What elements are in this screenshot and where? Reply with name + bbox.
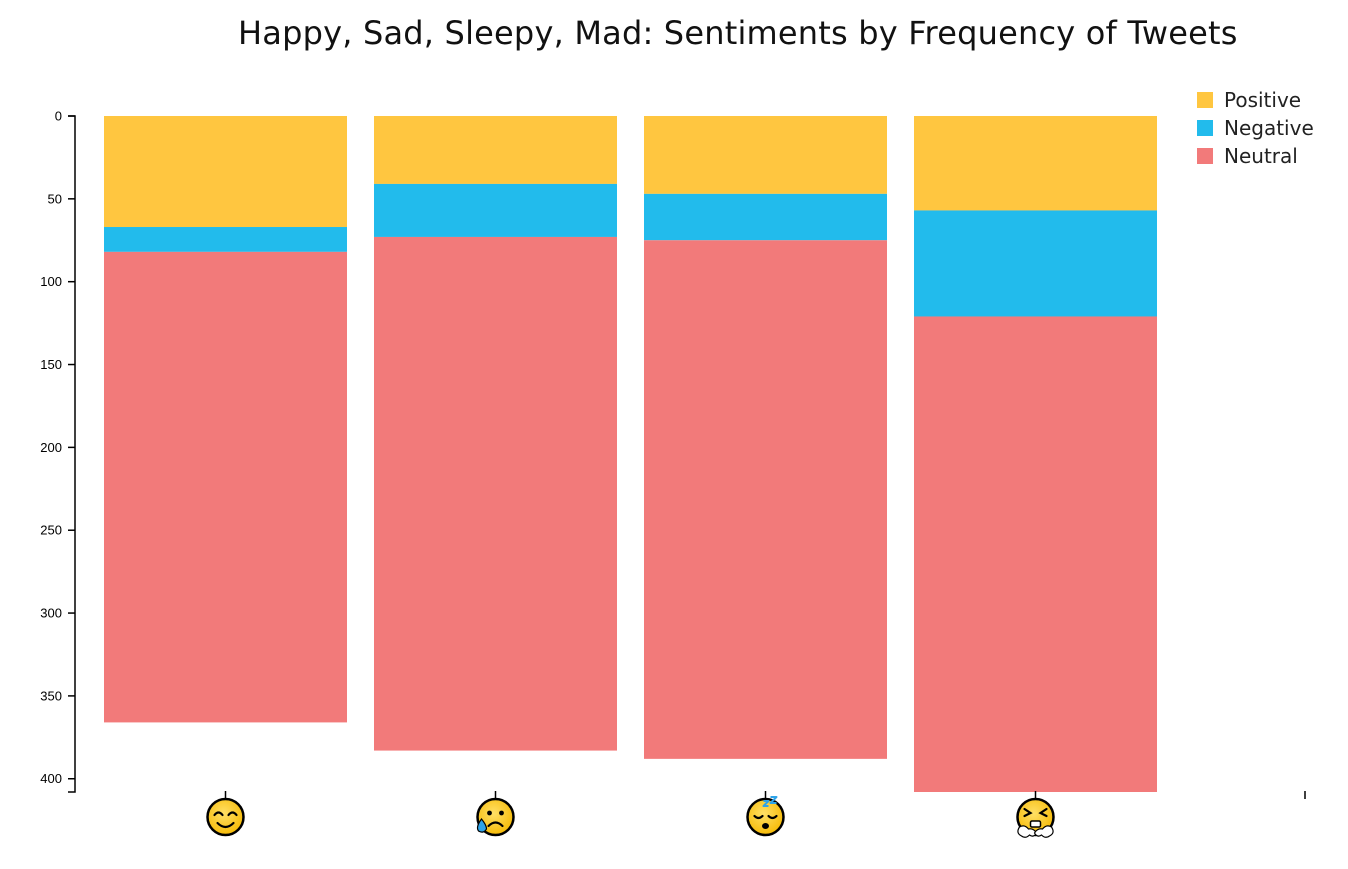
bars-group xyxy=(104,116,1157,792)
bar-negative-happy xyxy=(104,227,347,252)
y-tick-label: 100 xyxy=(40,274,62,289)
legend-label-negative: Negative xyxy=(1224,116,1314,140)
bar-positive-mad xyxy=(914,116,1157,211)
y-axis: 0 50 100 150 200 250 300 350 400 xyxy=(40,109,76,793)
y-tick-label: 400 xyxy=(40,771,62,786)
legend-label-neutral: Neutral xyxy=(1224,144,1298,168)
chart-title: Happy, Sad, Sleepy, Mad: Sentiments by F… xyxy=(238,14,1238,52)
bar-positive-sleepy xyxy=(644,116,887,194)
y-tick-label: 200 xyxy=(40,440,62,455)
x-axis xyxy=(206,791,1306,838)
angry-steam-face-icon xyxy=(1016,797,1055,838)
smiling-face-icon xyxy=(206,797,245,837)
bar-neutral-happy xyxy=(104,251,347,723)
bar-neutral-sad xyxy=(374,236,617,751)
y-axis-line xyxy=(68,115,76,793)
y-tick-label: 350 xyxy=(40,688,62,703)
sleepy-face-icon xyxy=(746,796,785,837)
bar-neutral-sleepy xyxy=(644,240,887,759)
y-tick-label: 150 xyxy=(40,357,62,372)
y-tick-label: 0 xyxy=(55,109,62,124)
bar-positive-happy xyxy=(104,116,347,228)
y-tick-label: 50 xyxy=(48,191,62,206)
sad-sweat-face-icon xyxy=(476,797,515,837)
legend-swatch-positive xyxy=(1197,92,1213,108)
bar-positive-sad xyxy=(374,116,617,184)
y-tick-label: 300 xyxy=(40,606,62,621)
bar-negative-sad xyxy=(374,183,617,237)
y-tick-label: 250 xyxy=(40,523,62,538)
bar-negative-mad xyxy=(914,210,1157,317)
legend: Positive Negative Neutral xyxy=(1197,88,1314,168)
bar-neutral-mad xyxy=(914,316,1157,792)
legend-swatch-neutral xyxy=(1197,148,1213,164)
legend-label-positive: Positive xyxy=(1224,88,1301,112)
bar-negative-sleepy xyxy=(644,193,887,241)
legend-swatch-negative xyxy=(1197,120,1213,136)
